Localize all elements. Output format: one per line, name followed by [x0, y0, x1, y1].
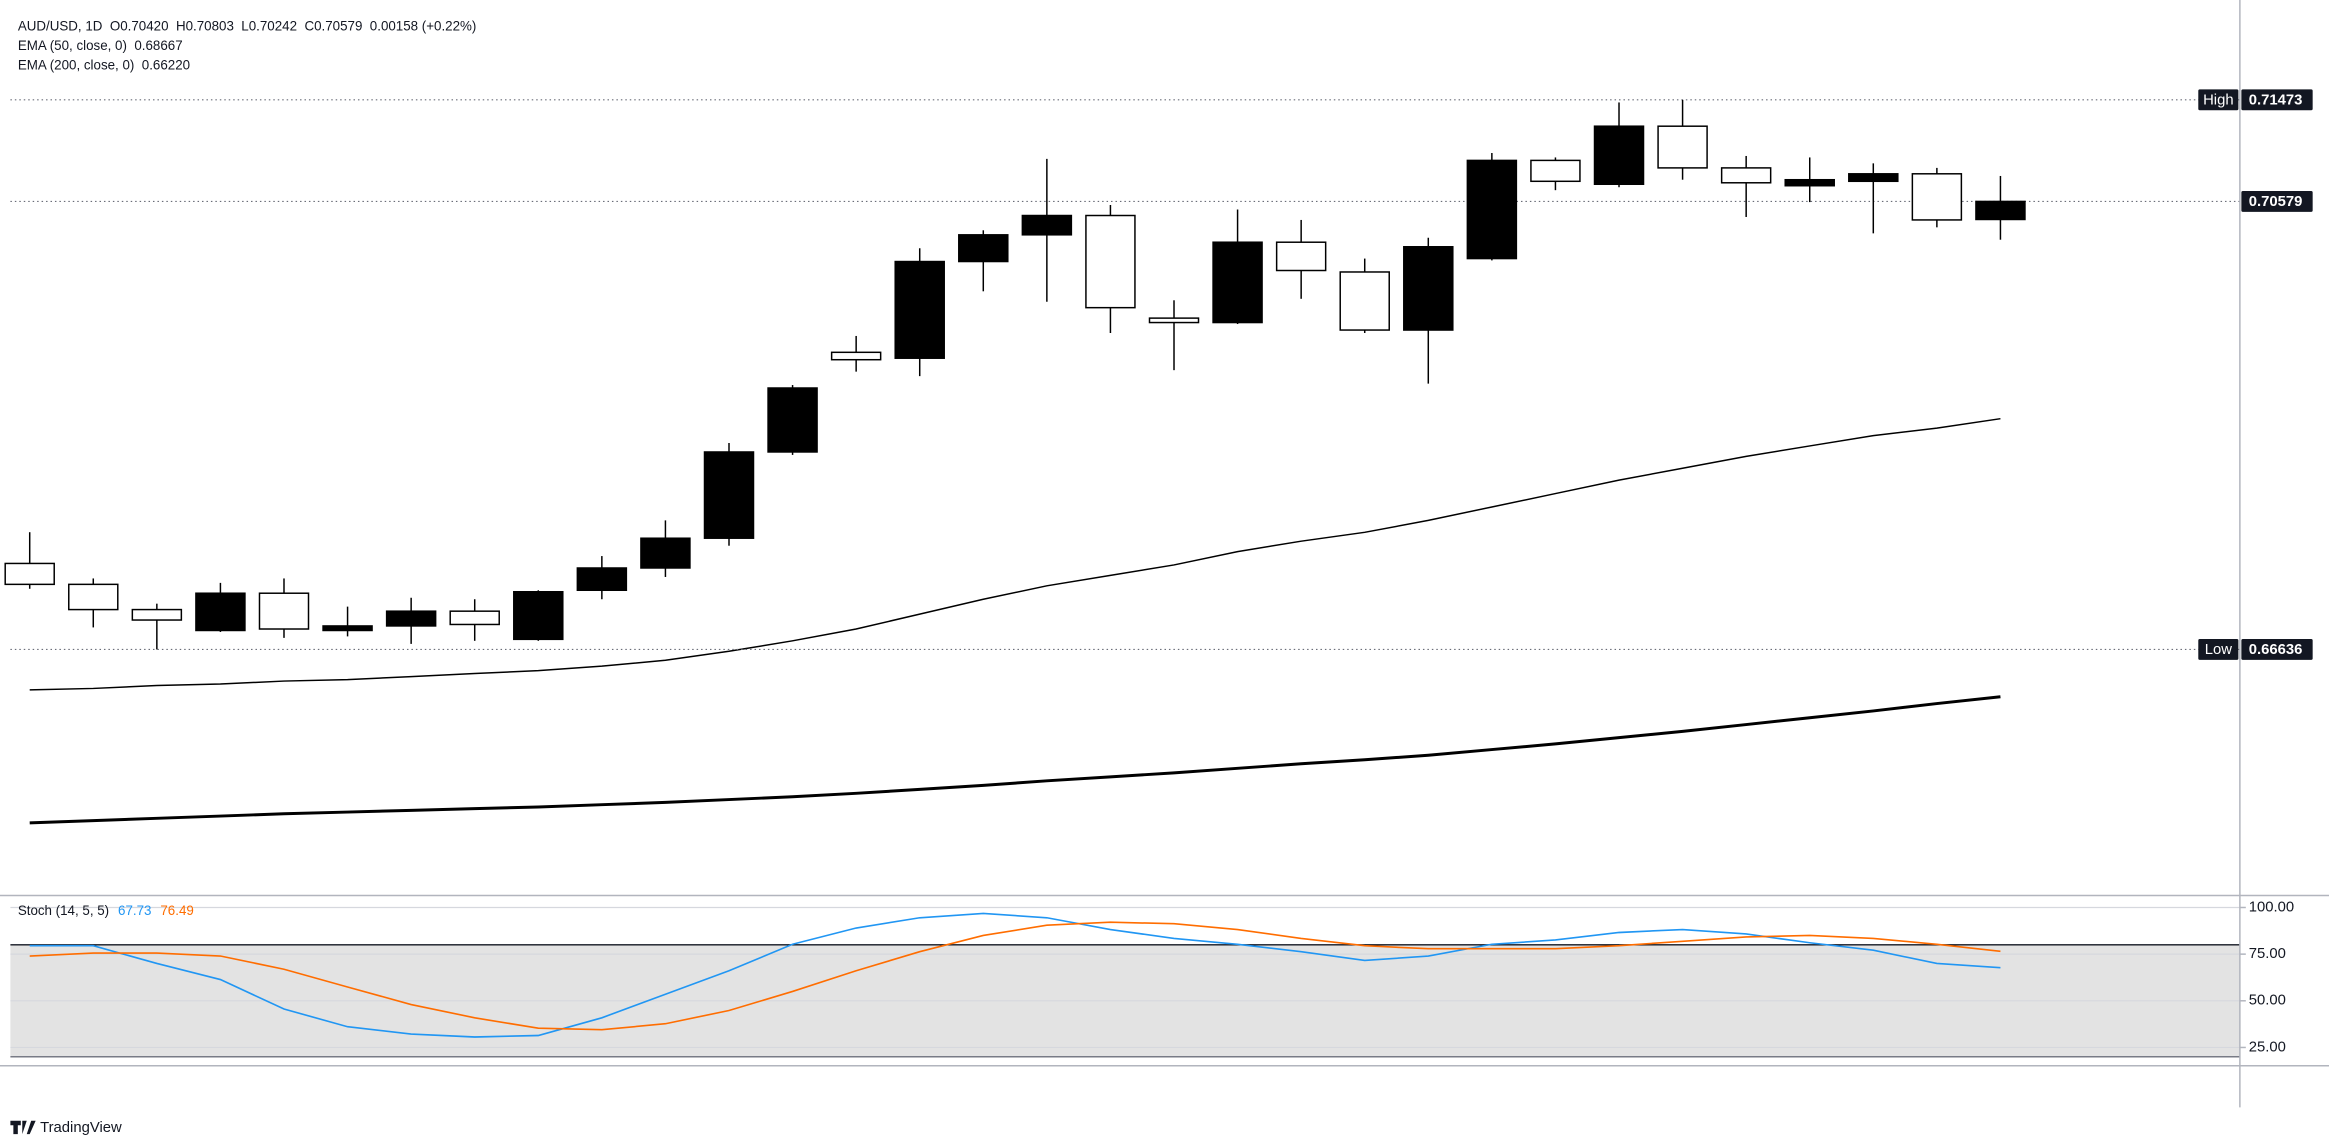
- candle-body: [767, 387, 818, 453]
- change-value: 0.00158 (+0.22%): [370, 18, 477, 33]
- candle-body: [1466, 159, 1518, 260]
- plot: [4, 99, 2240, 1038]
- candle-body: [958, 234, 1009, 263]
- y-tick-label: 50.00: [2249, 993, 2286, 1009]
- candle-body: [195, 592, 246, 632]
- price-tag-value: 0.66636: [2249, 642, 2303, 658]
- stoch-line: [29, 912, 2001, 1038]
- candle-body: [131, 608, 183, 621]
- candle-body: [1085, 214, 1136, 309]
- price-tag-label-box: [2198, 639, 2239, 660]
- price-tag-label: Low: [2205, 642, 2233, 658]
- candle-body: [1720, 167, 1772, 184]
- candle-body: [894, 260, 945, 359]
- price-tag-value: 0.70579: [2249, 194, 2303, 210]
- ema-line: [29, 417, 2001, 691]
- ohlc-value: 0.70803: [186, 18, 234, 33]
- ohlc-value: 0.70242: [249, 18, 297, 33]
- candle-body: [1530, 159, 1581, 183]
- ohlc-value: 0.70579: [314, 18, 362, 33]
- legend: AUD/USD, 1D O0.70420 H0.70803 L0.70242 C0.70…: [18, 18, 477, 917]
- candle-body: [1593, 125, 1645, 186]
- candle-body: [1212, 241, 1263, 324]
- ema-name: EMA (200, close, 0): [18, 57, 135, 72]
- candle-body: [513, 590, 564, 641]
- axes: 0.71473 High 0.66636 Low 0.70579 100.00 75.00 5…: [2198, 89, 2313, 1055]
- candle-body: [322, 625, 373, 632]
- candle-body: [640, 537, 691, 569]
- price-tag-value: 0.71473: [2249, 92, 2303, 108]
- stoch-value: 76.49: [160, 903, 193, 918]
- stoch-line: [29, 921, 2001, 1031]
- ema-line: [29, 695, 2001, 825]
- ema-legend: EMA (200, close, 0) 0.66220: [18, 57, 190, 72]
- y-tick-label: 100.00: [2249, 899, 2294, 915]
- price-tag: [2241, 89, 2313, 111]
- brand-logo: TradingView: [10, 1120, 122, 1136]
- y-tick-label: 75.00: [2249, 946, 2286, 962]
- candle-body: [1975, 200, 2026, 221]
- ema-value: 0.68667: [134, 38, 182, 53]
- ema-name: EMA (50, close, 0): [18, 38, 127, 53]
- candle-body: [1275, 241, 1327, 272]
- symbol-legend: AUD/USD, 1D O0.70420 H0.70803 L0.70242 C0.70…: [18, 18, 477, 33]
- ema-value: 0.66220: [142, 57, 190, 72]
- stoch-legend: Stoch (14, 5, 5) 67.73 76.49: [18, 903, 194, 918]
- price-tag: [2241, 639, 2313, 660]
- symbol-title: AUD/USD, 1D: [18, 18, 103, 33]
- candle-body: [1403, 246, 1454, 331]
- candle-body: [703, 451, 755, 539]
- ohlc-key: C: [304, 18, 314, 33]
- y-tick-label: 25.00: [2249, 1039, 2286, 1055]
- grid: [10, 906, 2240, 1058]
- candle-body: [385, 610, 437, 627]
- ohlc-key: O: [110, 18, 120, 33]
- stoch-value: 67.73: [118, 903, 151, 918]
- candle-body: [258, 592, 310, 630]
- candle-body: [1657, 125, 1708, 169]
- price-tag-label-box: [2198, 89, 2239, 111]
- price-tag-label: High: [2203, 92, 2234, 108]
- brand-name: TradingView: [40, 1120, 122, 1136]
- candle-body: [1021, 214, 1073, 236]
- ohlc-key: H: [176, 18, 186, 33]
- candle-body: [1848, 173, 1899, 183]
- candle-body: [4, 562, 55, 586]
- logo-mark: [10, 1120, 36, 1135]
- ema-legend: EMA (50, close, 0) 0.68667: [18, 38, 183, 53]
- ohlc-value: 0.70420: [120, 18, 168, 33]
- candle-body: [1339, 271, 1390, 331]
- candle-body: [576, 567, 628, 592]
- ohlc-key: L: [241, 18, 248, 33]
- candle-body: [1784, 178, 1835, 187]
- candle-body: [830, 351, 882, 361]
- candle-body: [1911, 173, 1963, 221]
- candle-body: [68, 583, 119, 611]
- stoch-title: Stoch (14, 5, 5): [18, 903, 109, 918]
- candle-body: [1148, 317, 1200, 324]
- price-tag: [2241, 191, 2313, 212]
- candle-body: [449, 610, 500, 626]
